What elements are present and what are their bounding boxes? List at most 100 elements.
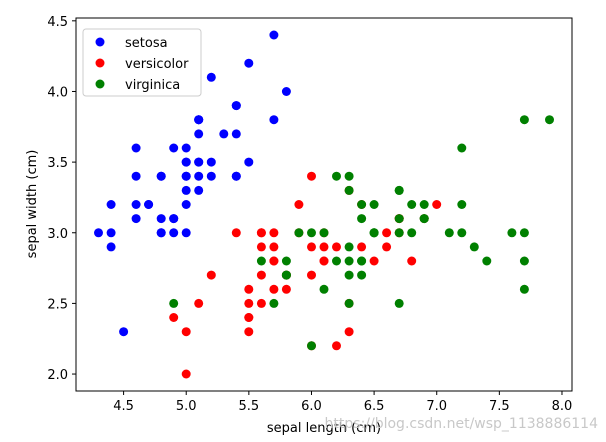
versicolor-point-0 (432, 200, 442, 209)
points-layer (94, 30, 554, 379)
setosa-point-25 (181, 228, 191, 238)
x-tick-label-5: 7.0 (426, 399, 447, 414)
virginica-point-14 (281, 256, 291, 266)
x-tick-label-7: 8.0 (552, 399, 573, 414)
virginica-point-8 (394, 298, 404, 308)
setosa-point-33 (244, 58, 254, 68)
virginica-point-34 (319, 284, 329, 294)
setosa-point-45 (156, 228, 166, 238)
setosa-point-18 (269, 115, 279, 125)
setosa-point-34 (169, 214, 179, 224)
versicolor-point-3 (244, 327, 254, 337)
versicolor-point-35 (307, 171, 316, 181)
ticks-layer: 4.5 5.0 5.5 6.0 6.5 7.0 7.5 8.0 2.0 2.5 3.0 3.5 4.0 4… (47, 15, 572, 414)
versicolor-point-28 (307, 242, 316, 252)
setosa-point-4 (181, 143, 191, 153)
versicolor-point-38 (256, 228, 266, 238)
setosa-point-39 (194, 171, 204, 181)
versicolor-point-19 (256, 298, 266, 308)
versicolor-point-49 (269, 256, 279, 266)
virginica-point-44 (394, 185, 404, 195)
versicolor-point-48 (194, 298, 204, 308)
watermark: https://blog.csdn.net/wsp_1138886114 (325, 416, 599, 432)
versicolor-point-47 (332, 242, 341, 252)
legend-marker-versicolor (95, 58, 105, 68)
setosa-point-14 (281, 87, 291, 96)
x-tick-label-3: 6.0 (301, 399, 322, 414)
setosa-point-48 (219, 129, 229, 139)
versicolor-point-33 (307, 270, 316, 280)
setosa-point-1 (169, 228, 179, 238)
setosa-point-6 (131, 171, 141, 181)
virginica-point-7 (469, 242, 479, 252)
setosa-point-24 (156, 171, 166, 181)
versicolor-point-18 (332, 341, 341, 351)
setosa-point-31 (231, 171, 241, 181)
virginica-point-2 (444, 228, 454, 238)
virginica-point-47 (369, 228, 379, 238)
virginica-point-31 (545, 115, 554, 125)
legend-marker-virginica (95, 79, 105, 89)
setosa-point-13 (94, 228, 103, 238)
versicolor-point-26 (407, 256, 417, 266)
versicolor-point-14 (256, 242, 266, 252)
virginica-point-42 (281, 270, 291, 280)
legend-label-versicolor: versicolor (125, 57, 189, 72)
versicolor-point-29 (269, 284, 279, 294)
setosa-point-43 (181, 157, 191, 167)
virginica-point-29 (457, 228, 467, 238)
y-tick-label-5: 4.5 (47, 15, 68, 30)
setosa-point-26 (181, 171, 191, 181)
legend-marker-setosa (95, 37, 105, 47)
versicolor-point-20 (294, 200, 304, 209)
virginica-point-11 (357, 270, 367, 280)
x-tick-label-4: 6.5 (364, 399, 385, 414)
legend: setosa versicolor virginica (82, 28, 202, 97)
setosa-point-10 (231, 129, 241, 139)
versicolor-point-37 (344, 327, 354, 337)
virginica-point-13 (269, 298, 279, 308)
virginica-point-37 (357, 214, 367, 224)
virginica-point-12 (407, 228, 417, 238)
setosa-point-32 (206, 72, 216, 82)
y-tick-label-3: 3.5 (47, 156, 68, 171)
virginica-point-30 (482, 256, 492, 266)
virginica-point-3 (344, 242, 354, 252)
versicolor-point-25 (382, 228, 392, 238)
setosa-point-42 (106, 200, 116, 209)
virginica-point-25 (457, 200, 467, 209)
virginica-point-19 (307, 341, 316, 351)
setosa-point-35 (181, 200, 191, 209)
versicolor-point-24 (357, 242, 367, 252)
versicolor-point-10 (181, 369, 191, 379)
virginica-point-48 (332, 171, 341, 181)
versicolor-point-8 (382, 242, 392, 252)
virginica-point-20 (419, 200, 429, 209)
virginica-point-6 (169, 298, 179, 308)
x-tick-label-0: 4.5 (113, 399, 134, 414)
setosa-point-15 (269, 30, 279, 40)
versicolor-point-42 (281, 284, 291, 294)
setosa-point-8 (106, 242, 116, 252)
x-axis-label: sepal length (cm) (267, 421, 381, 436)
setosa-point-37 (169, 143, 179, 153)
virginica-point-46 (344, 298, 354, 308)
setosa-point-27 (206, 157, 216, 167)
versicolor-point-23 (319, 256, 329, 266)
y-tick-label-0: 2.0 (47, 368, 68, 383)
y-axis-label: sepal width (cm) (25, 150, 40, 259)
setosa-point-46 (194, 115, 204, 125)
setosa-point-36 (244, 157, 254, 167)
x-tick-label-1: 5.0 (176, 399, 197, 414)
setosa-point-21 (194, 129, 204, 139)
setosa-point-17 (194, 157, 204, 167)
setosa-point-23 (194, 185, 204, 195)
legend-label-virginica: virginica (125, 78, 180, 93)
virginica-point-41 (419, 214, 429, 224)
virginica-point-33 (344, 256, 354, 266)
virginica-point-0 (344, 185, 354, 195)
setosa-point-28 (206, 171, 216, 181)
virginica-point-18 (519, 284, 529, 294)
virginica-point-15 (357, 200, 367, 209)
